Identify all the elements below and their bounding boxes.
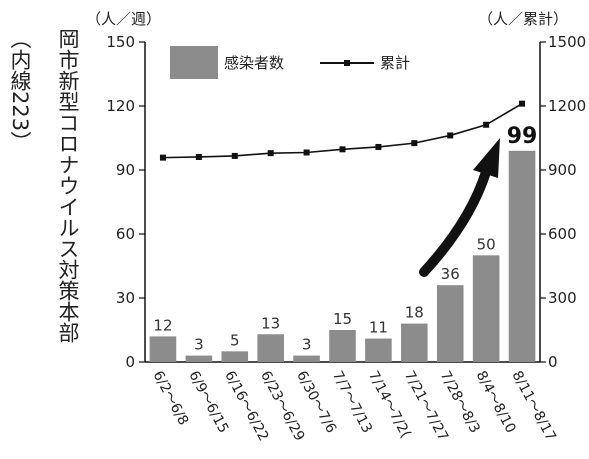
bars bbox=[149, 150, 536, 362]
legend-bar-swatch bbox=[170, 46, 218, 79]
bar-value-label: 3 bbox=[302, 336, 312, 354]
x-tick-label: 8/11～8/17 bbox=[509, 368, 559, 443]
bar-value-label: 11 bbox=[369, 319, 388, 337]
bar bbox=[329, 330, 356, 362]
cumulative-point bbox=[411, 140, 418, 147]
bar bbox=[185, 355, 213, 362]
left-tick-label: 60 bbox=[116, 225, 135, 243]
bar-value-label: 18 bbox=[405, 304, 424, 322]
right-tick-label: 600 bbox=[548, 225, 577, 243]
bar bbox=[293, 355, 320, 362]
cumulative-point bbox=[267, 150, 274, 157]
right-tick-label: 1500 bbox=[548, 33, 586, 51]
legend-line-marker bbox=[344, 60, 350, 66]
cumulative-point bbox=[195, 153, 202, 160]
upward-arrow-icon bbox=[419, 138, 500, 277]
cumulative-point bbox=[231, 152, 238, 159]
bar bbox=[149, 336, 177, 362]
bar-value-label: 5 bbox=[230, 331, 240, 349]
left-tick-label: 120 bbox=[106, 97, 135, 115]
left-tick-label: 90 bbox=[116, 161, 135, 179]
legend-line-label: 累計 bbox=[380, 54, 410, 72]
cumulative-point bbox=[303, 149, 310, 156]
bar bbox=[257, 334, 284, 362]
x-tick-label: 6/2～6/8 bbox=[149, 368, 191, 428]
extension-label: （内線223） bbox=[8, 28, 32, 152]
left-tick-label: 0 bbox=[125, 353, 135, 371]
cumulative-point bbox=[159, 154, 166, 161]
right-axis-unit: （人／累計） bbox=[478, 10, 568, 28]
left-tick-label: 150 bbox=[106, 33, 135, 51]
right-tick-label: 300 bbox=[548, 289, 577, 307]
cumulative-point bbox=[339, 146, 346, 153]
cumulative-point bbox=[375, 143, 382, 150]
bar bbox=[401, 323, 428, 362]
right-tick-label: 900 bbox=[548, 161, 577, 179]
left-axis-unit: （人／週） bbox=[86, 10, 161, 28]
legend-bar-label: 感染者数 bbox=[224, 54, 284, 72]
data-labels: 12 3 5 13 3 15 11 18 36 50 99 bbox=[153, 124, 537, 354]
org-label: 岡市新型コロナウイルス対策本部 bbox=[56, 28, 80, 343]
bar-value-label: 50 bbox=[477, 235, 496, 253]
bar-value-label: 15 bbox=[333, 310, 352, 328]
cumulative-point bbox=[483, 121, 490, 128]
right-tick-label: 0 bbox=[548, 353, 558, 371]
bar-value-label: 36 bbox=[441, 265, 460, 283]
bar bbox=[221, 351, 249, 362]
bar bbox=[365, 338, 392, 362]
bar bbox=[508, 150, 536, 362]
bar-value-label: 3 bbox=[194, 336, 204, 354]
cumulative-point bbox=[519, 100, 526, 107]
bar bbox=[436, 285, 464, 362]
cumulative-line bbox=[159, 100, 526, 161]
bar-value-label: 12 bbox=[153, 316, 172, 334]
bar-value-label: 99 bbox=[507, 124, 538, 149]
right-tick-label: 1200 bbox=[548, 97, 586, 115]
bar bbox=[472, 255, 500, 362]
legend: 感染者数 累計 bbox=[170, 46, 410, 79]
left-tick-label: 30 bbox=[116, 289, 135, 307]
bar-value-label: 13 bbox=[261, 314, 280, 332]
cumulative-point bbox=[447, 132, 454, 139]
x-tick-labels: 6/2～6/86/9～6/156/16～6/226/23～6/296/30～7/… bbox=[149, 368, 558, 443]
